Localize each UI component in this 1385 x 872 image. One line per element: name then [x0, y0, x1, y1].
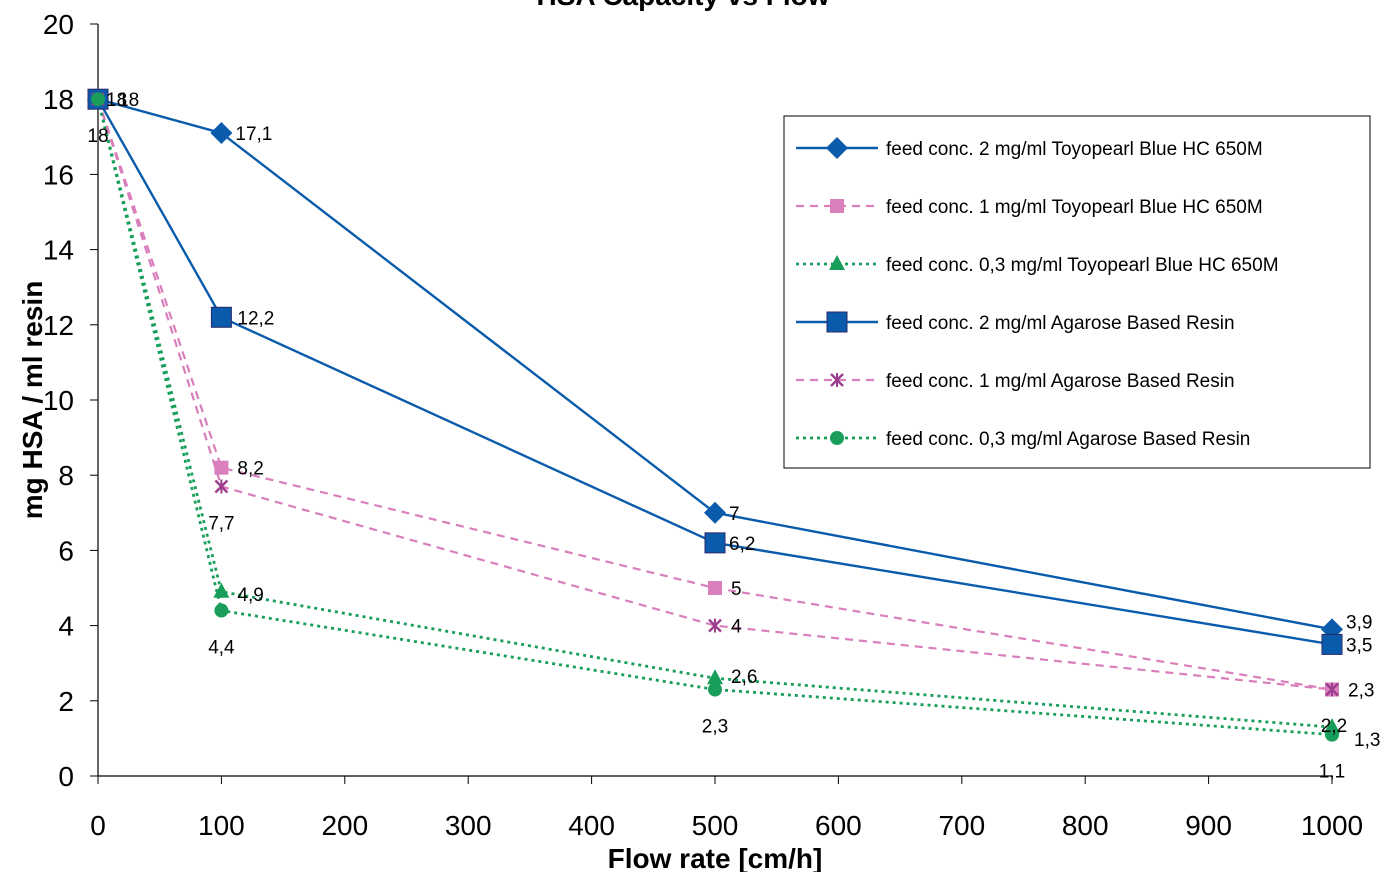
data-point [214, 460, 229, 475]
x-tick-label: 300 [445, 810, 492, 841]
legend-entry: feed conc. 2 mg/ml Toyopearl Blue HC 650… [796, 137, 1263, 160]
x-axis-title: Flow rate [cm/h] [608, 843, 823, 872]
data-label: 6,2 [729, 534, 755, 555]
legend-entry: feed conc. 0,3 mg/ml Agarose Based Resin [796, 429, 1250, 450]
legend-box [783, 115, 1371, 469]
data-point [210, 306, 232, 328]
x-tick-label: 500 [692, 810, 739, 841]
data-point [1325, 727, 1339, 742]
y-tick-label: 18 [43, 84, 74, 115]
x-tick-label: 800 [1062, 810, 1109, 841]
data-point [704, 532, 726, 554]
legend-swatch-marker [830, 199, 844, 213]
data-point [210, 122, 233, 145]
legend-label: feed conc. 0,3 mg/ml Agarose Based Resin [886, 429, 1250, 450]
data-label: 4,4 [208, 638, 235, 659]
x-tick-label: 200 [321, 810, 368, 841]
data-label: 4 [731, 617, 742, 638]
data-point [214, 603, 229, 618]
y-tick-label: 2 [58, 686, 74, 717]
legend-label: feed conc. 1 mg/ml Toyopearl Blue HC 650… [886, 197, 1263, 218]
legend-label: feed conc. 1 mg/ml Agarose Based Resin [886, 371, 1235, 392]
data-label: 2,3 [702, 717, 728, 738]
x-tick-label: 600 [815, 810, 862, 841]
data-label: 7,7 [208, 513, 234, 534]
y-tick-label: 10 [43, 385, 74, 416]
series-line-1 [96, 98, 1333, 691]
x-tick-label: 400 [568, 810, 615, 841]
data-label: 12,2 [237, 308, 274, 329]
data-label: 18 [87, 126, 108, 147]
x-tick-label: 0 [90, 810, 106, 841]
series-line-3 [96, 98, 1333, 646]
data-label: 17,1 [235, 124, 272, 145]
x-tick-label: 100 [198, 810, 245, 841]
data-label: 5 [731, 579, 742, 600]
y-tick-label: 0 [58, 761, 74, 792]
y-tick-label: 14 [43, 235, 74, 266]
legend-entry: feed conc. 1 mg/ml Toyopearl Blue HC 650… [796, 197, 1263, 218]
legend-swatch-marker [826, 311, 848, 333]
data-point [1321, 633, 1343, 655]
data-point [214, 479, 229, 494]
data-point [707, 669, 723, 685]
data-point [213, 582, 230, 598]
data-point [1325, 682, 1339, 697]
data-labels: 18 17,1 7 3,9 8,2 5 4,9 2,6 1,3 18 12,2 6,2 3,5 7,7 4 2… [87, 90, 1380, 782]
legend-label: feed conc. 2 mg/ml Toyopearl Blue HC 650… [886, 139, 1263, 160]
data-label: 4,9 [237, 585, 263, 606]
x-tick-label: 1000 [1301, 810, 1363, 841]
legend: feed conc. 2 mg/ml Toyopearl Blue HC 650… [783, 115, 1371, 469]
data-label: 2,3 [1348, 681, 1374, 702]
data-point [704, 501, 726, 524]
series-lines [96, 98, 1333, 737]
data-label: 2,2 [1321, 716, 1347, 737]
data-label: 3,5 [1346, 635, 1372, 656]
y-axis-title: mg HSA / ml resin [17, 281, 48, 520]
legend-swatch-marker [826, 137, 848, 159]
data-label: 8,2 [237, 459, 263, 480]
data-point [708, 581, 722, 595]
series-line-4 [96, 98, 1333, 691]
y-tick-label: 6 [58, 535, 74, 566]
y-tick-label: 12 [43, 310, 74, 341]
chart-title: HSA Capacity vs Flow [536, 0, 829, 11]
y-tick-label: 16 [43, 159, 74, 190]
x-tick-label: 700 [938, 810, 985, 841]
data-label: 2,6 [731, 667, 757, 688]
legend-label: feed conc. 2 mg/ml Agarose Based Resin [886, 313, 1235, 334]
series-line-0 [97, 98, 1333, 631]
data-label: 18 [118, 90, 139, 111]
legend-entry: feed conc. 2 mg/ml Agarose Based Resin [796, 311, 1235, 334]
legend-swatch-marker [830, 431, 844, 445]
data-point [91, 92, 105, 107]
y-tick-label: 8 [58, 460, 74, 491]
x-tick-label: 900 [1185, 810, 1232, 841]
data-label: 18 [106, 90, 127, 111]
data-label: 1,3 [1354, 730, 1380, 751]
y-tick-label: 4 [58, 611, 74, 642]
legend-swatch-marker [830, 373, 844, 387]
legend-label: feed conc. 0,3 mg/ml Toyopearl Blue HC 6… [886, 255, 1279, 276]
legend-swatch-marker [829, 255, 845, 270]
data-label: 1,1 [1319, 762, 1345, 783]
data-label: 3,9 [1346, 612, 1372, 633]
legend-entry: feed conc. 0,3 mg/ml Toyopearl Blue HC 6… [796, 255, 1279, 276]
y-tick-label: 20 [43, 9, 74, 40]
series-markers [87, 88, 1343, 742]
data-label: 7 [729, 504, 740, 525]
data-point [708, 682, 722, 697]
series-line-2 [96, 98, 1333, 729]
data-point [708, 618, 722, 633]
legend-entry: feed conc. 1 mg/ml Agarose Based Resin [796, 371, 1235, 392]
